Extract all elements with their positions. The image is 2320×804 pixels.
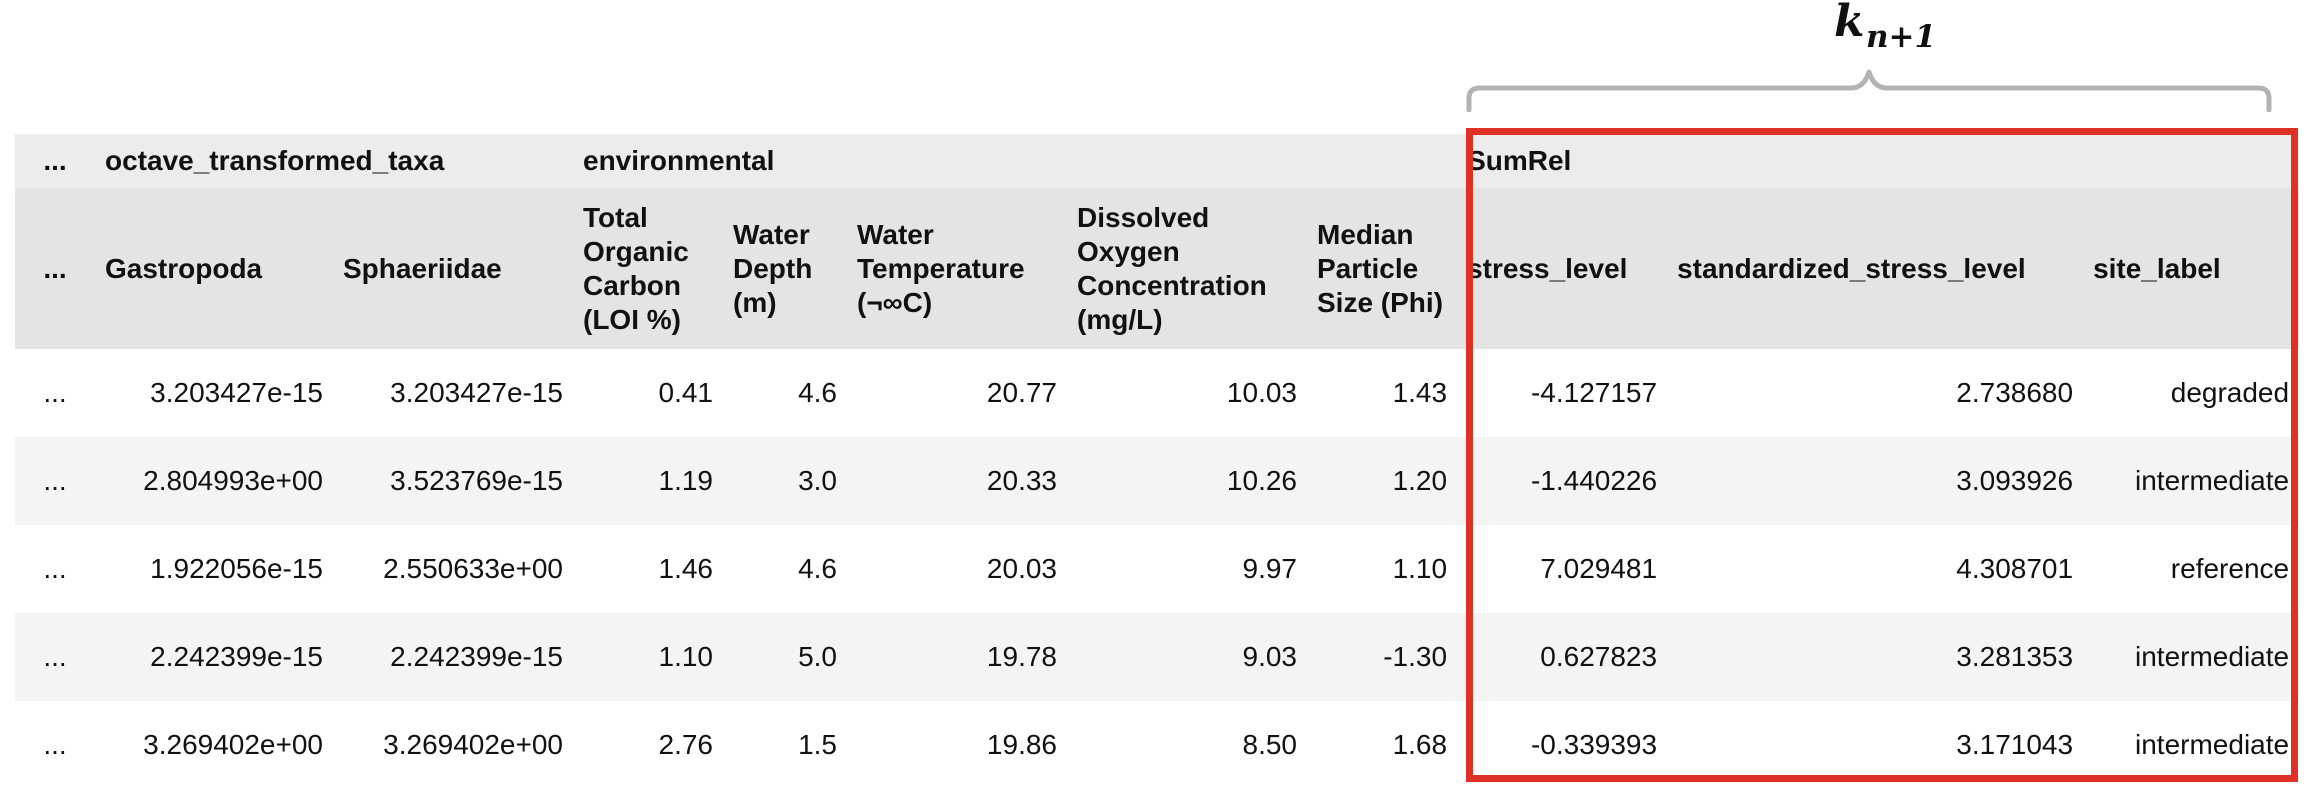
group-environmental: environmental	[573, 134, 1458, 188]
cell-do: 8.50	[1067, 701, 1307, 789]
col-ellipsis: ...	[15, 188, 95, 349]
cell-sphaeriidae: 2.242399e-15	[333, 613, 573, 701]
table-row: ... 1.922056e-15 2.550633e+00 1.46 4.6 20.03 9…	[15, 525, 2300, 613]
cell-site: degraded	[2083, 349, 2300, 437]
cell-gastropoda: 2.804993e+00	[95, 437, 333, 525]
cell-phi: 1.20	[1307, 437, 1458, 525]
cell-stress: -1.440226	[1457, 437, 1668, 525]
cell-ellipsis: ...	[15, 349, 95, 437]
col-water-depth: Water Depth (m)	[723, 188, 847, 349]
bracket-path	[1466, 69, 2272, 112]
cell-site: intermediate	[2083, 701, 2300, 789]
cell-toc: 2.76	[573, 701, 723, 789]
col-sphaeriidae: Sphaeriidae	[333, 188, 573, 349]
cell-phi: -1.30	[1307, 613, 1458, 701]
cell-do: 10.03	[1067, 349, 1307, 437]
cell-ellipsis: ...	[15, 525, 95, 613]
cell-temp: 20.03	[847, 525, 1067, 613]
cell-site: intermediate	[2083, 613, 2300, 701]
group-octave-transformed-taxa: octave_transformed_taxa	[95, 134, 573, 188]
cell-temp: 19.78	[847, 613, 1067, 701]
cell-depth: 5.0	[723, 613, 847, 701]
group-header-row: ... octave_transformed_taxa environmenta…	[15, 134, 2300, 188]
cell-do: 9.97	[1067, 525, 1307, 613]
col-water-temperature: Water Temperature (¬∞C)	[847, 188, 1067, 349]
cell-stress: 7.029481	[1457, 525, 1668, 613]
cell-do: 10.26	[1067, 437, 1307, 525]
cell-stress: -0.339393	[1457, 701, 1668, 789]
cell-depth: 4.6	[723, 349, 847, 437]
cell-depth: 3.0	[723, 437, 847, 525]
cell-ellipsis: ...	[15, 437, 95, 525]
cell-temp: 19.86	[847, 701, 1067, 789]
cell-ellipsis: ...	[15, 701, 95, 789]
col-standardized-stress-level: standardized_stress_level	[1667, 188, 2084, 349]
cell-depth: 1.5	[723, 701, 847, 789]
cell-toc: 1.46	[573, 525, 723, 613]
col-median-particle-size: Median Particle Size (Phi)	[1307, 188, 1458, 349]
cell-gastropoda: 1.922056e-15	[95, 525, 333, 613]
cell-stress: -4.127157	[1457, 349, 1668, 437]
cell-std-stress: 2.738680	[1667, 349, 2084, 437]
cell-sphaeriidae: 3.269402e+00	[333, 701, 573, 789]
cell-phi: 1.10	[1307, 525, 1458, 613]
cell-site: intermediate	[2083, 437, 2300, 525]
table-body: ... 3.203427e-15 3.203427e-15 0.41 4.6 20.77 1…	[15, 349, 2300, 789]
cell-gastropoda: 2.242399e-15	[95, 613, 333, 701]
cell-toc: 1.19	[573, 437, 723, 525]
column-header-row: ... Gastropoda Sphaeriidae Total Organic…	[15, 188, 2300, 349]
group-ellipsis: ...	[15, 134, 95, 188]
cell-do: 9.03	[1067, 613, 1307, 701]
group-sumrel: SumRel	[1457, 134, 2300, 188]
cell-temp: 20.33	[847, 437, 1067, 525]
dataframe-table: ... octave_transformed_taxa environmenta…	[15, 134, 2300, 789]
col-gastropoda: Gastropoda	[95, 188, 333, 349]
table-row: ... 2.804993e+00 3.523769e-15 1.19 3.0 20.33 1…	[15, 437, 2300, 525]
cell-std-stress: 3.171043	[1667, 701, 2084, 789]
table-row: ... 3.269402e+00 3.269402e+00 2.76 1.5 19.86 8…	[15, 701, 2300, 789]
cell-gastropoda: 3.203427e-15	[95, 349, 333, 437]
cell-phi: 1.43	[1307, 349, 1458, 437]
cell-sphaeriidae: 3.523769e-15	[333, 437, 573, 525]
cell-toc: 0.41	[573, 349, 723, 437]
cell-site: reference	[2083, 525, 2300, 613]
k-subscript: n+1	[1866, 19, 1937, 55]
col-site-label: site_label	[2083, 188, 2300, 349]
table-row: ... 2.242399e-15 2.242399e-15 1.10 5.0 19.78 9…	[15, 613, 2300, 701]
col-stress-level: stress_level	[1457, 188, 1668, 349]
cell-sphaeriidae: 3.203427e-15	[333, 349, 573, 437]
cell-gastropoda: 3.269402e+00	[95, 701, 333, 789]
k-n-plus-1-label: k n+1	[1834, 0, 1944, 62]
cell-stress: 0.627823	[1457, 613, 1668, 701]
table-row: ... 3.203427e-15 3.203427e-15 0.41 4.6 20.77 1…	[15, 349, 2300, 437]
cell-std-stress: 3.093926	[1667, 437, 2084, 525]
col-dissolved-oxygen: Dissolved Oxygen Concentration (mg/L)	[1067, 188, 1307, 349]
cell-temp: 20.77	[847, 349, 1067, 437]
cell-std-stress: 4.308701	[1667, 525, 2084, 613]
cell-toc: 1.10	[573, 613, 723, 701]
k-symbol: k	[1834, 0, 1865, 47]
col-total-organic-carbon: Total Organic Carbon (LOI %)	[573, 188, 723, 349]
curly-bracket	[1466, 69, 2272, 112]
cell-std-stress: 3.281353	[1667, 613, 2084, 701]
cell-depth: 4.6	[723, 525, 847, 613]
cell-ellipsis: ...	[15, 613, 95, 701]
cell-phi: 1.68	[1307, 701, 1458, 789]
cell-sphaeriidae: 2.550633e+00	[333, 525, 573, 613]
